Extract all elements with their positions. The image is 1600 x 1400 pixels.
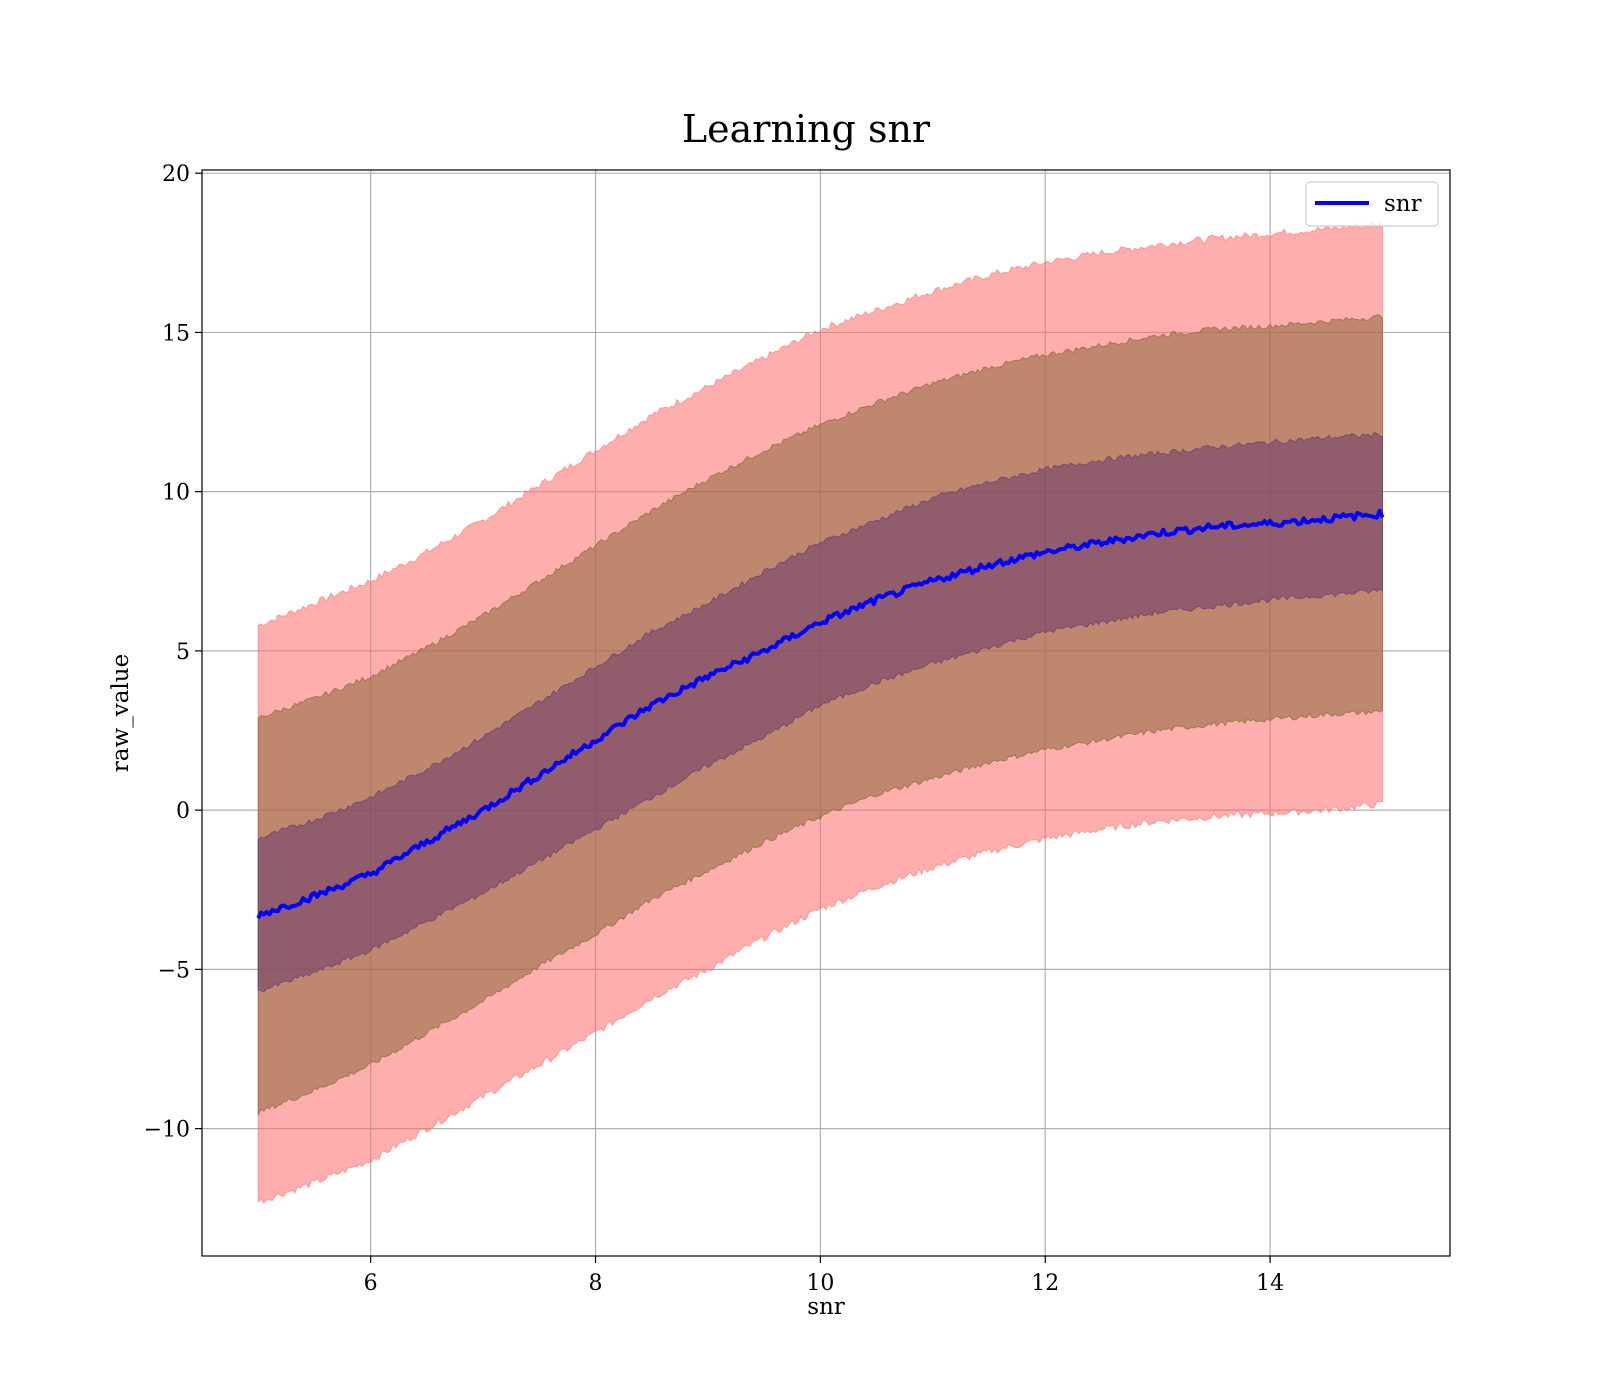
x-tick-label: 12 (1031, 1271, 1059, 1296)
x-tick-label: 10 (806, 1271, 834, 1296)
legend: snr (1305, 181, 1439, 227)
y-tick-label: −5 (158, 958, 190, 983)
band-layer (257, 221, 1383, 1204)
series-line (256, 508, 1385, 920)
y-tick-label: 5 (176, 640, 190, 665)
band-inner (257, 431, 1383, 993)
y-tick-label: 20 (162, 162, 190, 187)
y-tick-label: 0 (176, 799, 190, 824)
legend-label: snr (1384, 191, 1422, 217)
tick-layer: 6 8 10 12 14 −10 −5 0 5 10 15 20 (144, 162, 1285, 1296)
line-layer (256, 508, 1385, 920)
x-tick-label: 8 (589, 1271, 603, 1296)
x-tick-label: 14 (1256, 1271, 1284, 1296)
y-axis-label: raw_value (108, 654, 134, 772)
chart-title: Learning snr (682, 107, 931, 151)
x-tick-label: 6 (364, 1271, 378, 1296)
y-tick-label: 10 (162, 481, 190, 506)
plot-frame (201, 169, 1451, 1257)
y-tick-label: −10 (144, 1118, 190, 1143)
x-axis-label: snr (807, 1294, 845, 1320)
y-tick-label: 15 (162, 321, 190, 346)
legend-box (1305, 181, 1439, 227)
